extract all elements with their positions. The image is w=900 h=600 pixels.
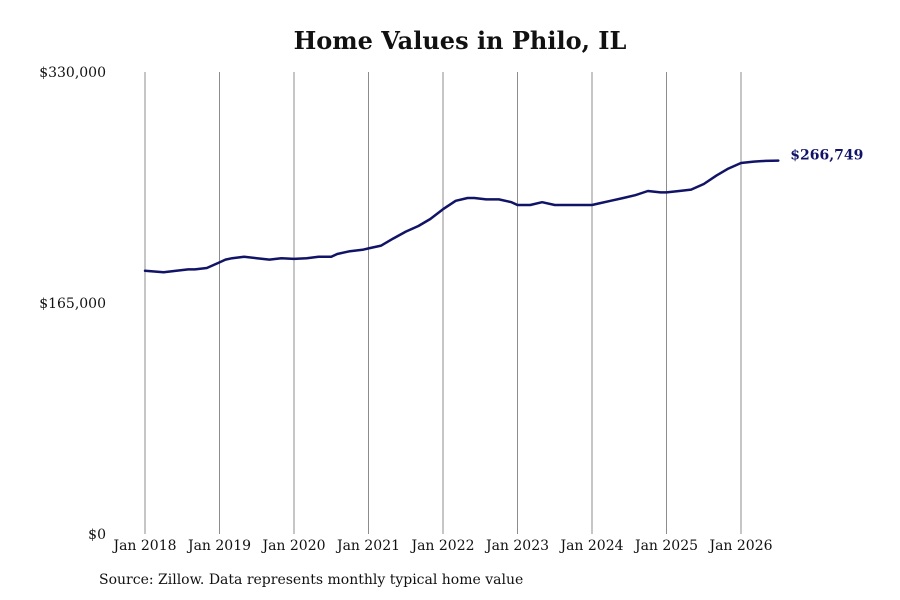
x-tick-label: Jan 2026 <box>707 538 772 554</box>
x-tick-label: Jan 2020 <box>260 538 325 554</box>
x-tick-label: Jan 2024 <box>558 538 623 554</box>
source-note: Source: Zillow. Data represents monthly … <box>99 572 524 588</box>
x-tick-label: Jan 2019 <box>186 538 251 554</box>
x-tick-label: Jan 2025 <box>633 538 698 554</box>
series-line <box>143 159 780 274</box>
x-tick-label: Jan 2023 <box>484 538 549 554</box>
end-value-label: $266,749 <box>790 148 863 164</box>
y-tick-label: $330,000 <box>39 65 106 81</box>
chart-title: Home Values in Philo, IL <box>293 26 627 55</box>
x-tick-label: Jan 2022 <box>409 538 474 554</box>
x-tick-label: Jan 2018 <box>111 538 176 554</box>
x-tick-label: Jan 2021 <box>335 538 400 554</box>
y-tick-label: $0 <box>88 527 106 543</box>
y-tick-label: $165,000 <box>39 296 106 312</box>
